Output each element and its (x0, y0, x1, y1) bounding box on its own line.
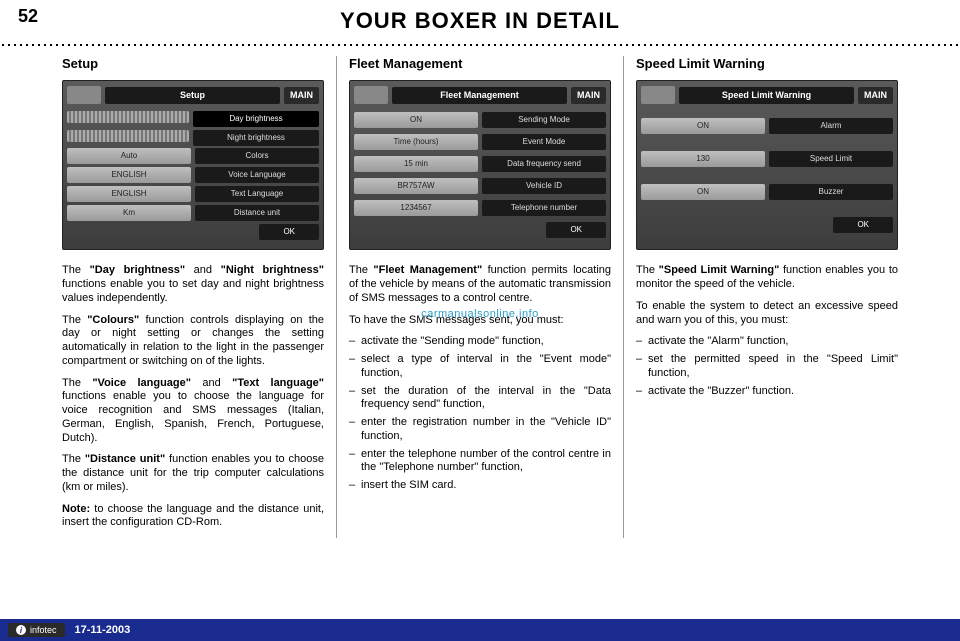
screen-row: Auto Colors (67, 148, 319, 164)
screen-mock: Speed Limit Warning MAIN ON Alarm 130 Spee… (636, 80, 898, 250)
row-value[interactable]: BR757AW (354, 178, 478, 194)
row-value[interactable]: 1234567 (354, 200, 478, 216)
screen-row: Time (hours) Event Mode (354, 134, 606, 150)
row-value[interactable]: Time (hours) (354, 134, 478, 150)
screen-row: Night brightness (67, 130, 319, 146)
row-label[interactable]: Colors (195, 148, 319, 164)
section-title: Setup (62, 56, 324, 72)
row-label[interactable]: Vehicle ID (482, 178, 606, 194)
screen-row: ENGLISH Voice Language (67, 167, 319, 183)
list-item: enter the telephone number of the contro… (349, 448, 611, 476)
screen-row: 1234567 Telephone number (354, 200, 606, 216)
ok-button[interactable]: OK (259, 224, 319, 240)
list-item: set the permitted speed in the "Speed Li… (636, 353, 898, 381)
body-text: The "Fleet Management" function permits … (349, 264, 611, 493)
row-label[interactable]: Data frequency send (482, 156, 606, 172)
paragraph: The "Speed Limit Warning" function enabl… (636, 264, 898, 292)
row-value[interactable]: Auto (67, 148, 191, 164)
row-value[interactable]: ON (641, 118, 765, 134)
paragraph: The "Voice language" and "Text language"… (62, 377, 324, 446)
paragraph: The "Colours" function controls displayi… (62, 314, 324, 369)
body-text: The "Speed Limit Warning" function enabl… (636, 264, 898, 398)
screen-row: ON Sending Mode (354, 112, 606, 128)
screen-mock: Setup MAIN Day brightness Night brightne… (62, 80, 324, 250)
screen-title: Speed Limit Warning (679, 87, 854, 104)
bullet-list: activate the "Alarm" function, set the pe… (636, 335, 898, 398)
row-label[interactable]: Voice Language (195, 167, 319, 183)
slider[interactable] (67, 130, 189, 142)
slider[interactable] (67, 111, 189, 123)
screen-row: ENGLISH Text Language (67, 186, 319, 202)
screen-main: MAIN (284, 87, 319, 104)
row-label[interactable]: Speed Limit (769, 151, 893, 167)
screen-main: MAIN (858, 87, 893, 104)
paragraph: The "Fleet Management" function permits … (349, 264, 611, 305)
list-item: activate the "Alarm" function, (636, 335, 898, 349)
screen-row: 15 min Data frequency send (354, 156, 606, 172)
column-1: Fleet Management Fleet Management MAIN ON… (336, 56, 623, 538)
row-label[interactable]: Buzzer (769, 184, 893, 200)
screen-logo (67, 86, 101, 104)
screen-logo (641, 86, 675, 104)
screen-main: MAIN (571, 87, 606, 104)
paragraph: To have the SMS messages sent, you must: (349, 314, 611, 328)
bullet-list: activate the "Sending mode" function, sel… (349, 335, 611, 493)
body-text: The "Day brightness" and "Night brightne… (62, 264, 324, 530)
list-item: insert the SIM card. (349, 479, 611, 493)
footer: infotec 17-11-2003 (0, 619, 960, 641)
row-label[interactable]: Event Mode (482, 134, 606, 150)
screen-mock: Fleet Management MAINON Sending ModeTime… (349, 80, 611, 250)
screen-title: Setup (105, 87, 280, 104)
screen-row: ON Buzzer (641, 184, 893, 200)
paragraph: Note: to choose the language and the dis… (62, 503, 324, 531)
section-title: Fleet Management (349, 56, 611, 72)
column-0: Setup Setup MAIN Day brightness Night br… (50, 56, 336, 538)
list-item: enter the registration number in the "Ve… (349, 416, 611, 444)
footer-date: 17-11-2003 (75, 624, 131, 636)
list-item: select a type of interval in the "Event … (349, 353, 611, 381)
list-item: activate the "Buzzer" function. (636, 385, 898, 399)
row-value[interactable]: ENGLISH (67, 186, 191, 202)
row-label[interactable]: Distance unit (195, 205, 319, 221)
screen-row: Km Distance unit (67, 205, 319, 221)
paragraph: The "Day brightness" and "Night brightne… (62, 264, 324, 305)
row-label[interactable]: Telephone number (482, 200, 606, 216)
row-value[interactable]: Km (67, 205, 191, 221)
row-label[interactable]: Sending Mode (482, 112, 606, 128)
page-number: 52 (18, 6, 38, 27)
list-item: activate the "Sending mode" function, (349, 335, 611, 349)
divider-dots (0, 42, 960, 48)
paragraph: To enable the system to detect an excess… (636, 300, 898, 328)
row-value[interactable]: ENGLISH (67, 167, 191, 183)
footer-logo: infotec (8, 623, 65, 637)
row-value[interactable]: 130 (641, 151, 765, 167)
screen-row: BR757AW Vehicle ID (354, 178, 606, 194)
row-label[interactable]: Night brightness (193, 130, 319, 146)
columns-container: Setup Setup MAIN Day brightness Night br… (0, 56, 960, 538)
column-2: Speed Limit Warning Speed Limit Warning … (623, 56, 910, 538)
screen-title: Fleet Management (392, 87, 567, 104)
list-item: set the duration of the interval in the … (349, 385, 611, 413)
row-label[interactable]: Text Language (195, 186, 319, 202)
ok-button[interactable]: OK (546, 222, 606, 238)
row-label[interactable]: Day brightness (193, 111, 319, 127)
row-label[interactable]: Alarm (769, 118, 893, 134)
section-title: Speed Limit Warning (636, 56, 898, 72)
ok-button[interactable]: OK (833, 217, 893, 233)
screen-logo (354, 86, 388, 104)
row-value[interactable]: ON (641, 184, 765, 200)
row-value[interactable]: ON (354, 112, 478, 128)
screen-row: Day brightness (67, 111, 319, 127)
screen-row: 130 Speed Limit (641, 151, 893, 167)
page-title: YOUR BOXER IN DETAIL (0, 0, 960, 34)
screen-row: ON Alarm (641, 118, 893, 134)
paragraph: The "Distance unit" function enables you… (62, 453, 324, 494)
row-value[interactable]: 15 min (354, 156, 478, 172)
